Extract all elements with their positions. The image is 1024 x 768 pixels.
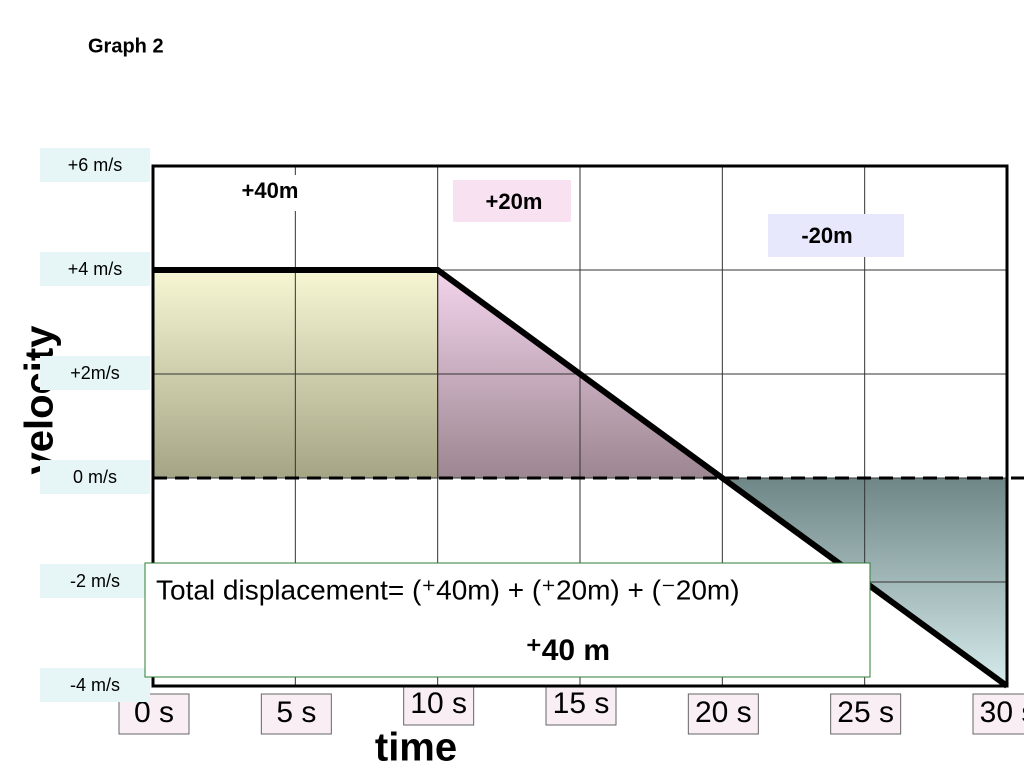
y-tick-label: +6 m/s — [68, 155, 123, 175]
x-tick-label: 20 s — [695, 696, 752, 729]
total-box — [144, 562, 871, 678]
annotation-box — [214, 175, 324, 211]
x-axis-label: time — [375, 726, 457, 768]
x-tick-label: 15 s — [553, 687, 610, 720]
y-tick-label: -4 m/s — [70, 675, 120, 695]
x-tick-label: 5 s — [276, 696, 316, 729]
chart-title: Graph 2 — [88, 35, 164, 57]
x-tick-label: 10 s — [410, 687, 467, 720]
annotation: +40m — [242, 178, 299, 203]
annotation-box — [453, 180, 571, 222]
x-tick-label: 30 s — [980, 696, 1024, 729]
x-tick-box — [260, 693, 332, 735]
x-tick-box — [830, 693, 902, 735]
total-text: Total displacement= (⁺40m) + (⁺20m) + (⁻… — [156, 574, 740, 605]
y-tick-label: -2 m/s — [70, 571, 120, 591]
annotation: +20m — [486, 189, 543, 214]
y-tick-box — [40, 356, 150, 390]
y-tick-box — [40, 460, 150, 494]
y-axis-label: velocity — [18, 325, 62, 475]
plot-frame — [151, 164, 1009, 688]
y-tick-box — [40, 252, 150, 286]
y-tick-label: +4 m/s — [68, 259, 123, 279]
y-tick-label: 0 m/s — [73, 467, 117, 487]
x-tick-box — [118, 693, 190, 735]
y-tick-label: +2m/s — [70, 363, 120, 383]
annotation-box — [768, 214, 904, 257]
x-tick-box — [972, 693, 1024, 735]
y-tick-box — [40, 564, 150, 598]
total-result: ⁺40 m — [526, 634, 610, 667]
y-tick-box — [40, 148, 150, 182]
x-tick-box — [687, 693, 759, 735]
y-tick-box — [40, 668, 150, 702]
x-tick-label: 25 s — [837, 696, 894, 729]
annotation: -20m — [801, 223, 852, 248]
